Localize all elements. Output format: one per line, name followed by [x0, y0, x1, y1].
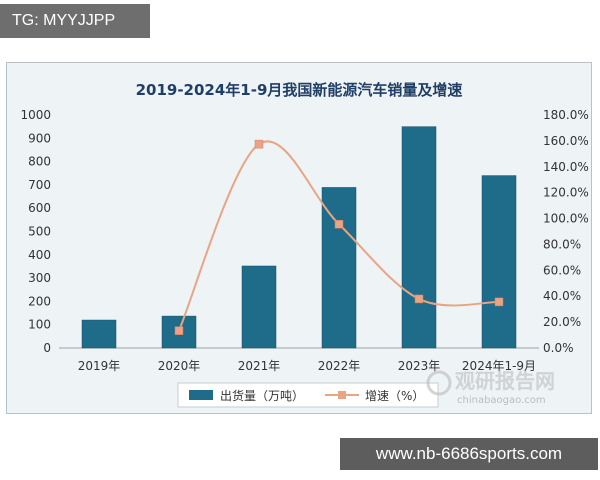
y-left-tick-label: 400: [28, 248, 51, 262]
tag-overlay: TG: MYYJJPP: [0, 4, 150, 38]
watermark-main: 观研报告网: [455, 369, 555, 393]
bar: [81, 319, 117, 349]
y-left-tick-label: 200: [28, 294, 51, 308]
chart-frame: 2019-2024年1-9月我国新能源汽车销量及增速 0 100 200 300 400…: [6, 62, 592, 414]
y-left-tick-label: 600: [28, 201, 51, 215]
growth-point: [494, 297, 504, 307]
y-left-tick-label: 0: [43, 341, 51, 355]
legend-swatch-bars: [189, 390, 213, 400]
legend-label-bars: 出货量（万吨）: [220, 388, 304, 403]
watermark: 观研报告网 chinabaogao.com: [426, 369, 555, 406]
legend-box: [177, 382, 439, 408]
y-left-tick-label: 100: [28, 318, 51, 332]
y-right-tick-label: 180.0%: [543, 108, 589, 122]
growth-point: [174, 326, 184, 335]
y-left-tick-label: 700: [28, 178, 51, 192]
y-right-tick-label: 140.0%: [543, 160, 589, 174]
x-tick-label: 2021年: [238, 359, 281, 373]
line-layer: [174, 139, 504, 335]
watermark-sub: chinabaogao.com: [457, 395, 546, 406]
chart-svg: 2019-2024年1-9月我国新能源汽车销量及增速 0 100 200 300 400…: [20, 81, 589, 408]
y-right-tick-label: 40.0%: [543, 289, 581, 303]
url-overlay: www.nb-6686sports.com: [340, 438, 598, 470]
y-left-tick-label: 900: [28, 131, 51, 145]
y-right-tick-label: 120.0%: [543, 186, 589, 200]
x-tick-label: 2024年1-9月: [462, 359, 536, 373]
y-left-tick-label: 800: [28, 155, 51, 169]
chart-legend: 出货量（万吨） 增速（%）: [177, 382, 439, 408]
axes-layer: 0 100 200 300 400 500 600 700 800 900 1000 0.0% 20.0…: [20, 108, 588, 373]
y-right-tick-label: 80.0%: [543, 237, 581, 251]
watermark-logo-icon: [426, 370, 452, 396]
legend-label-line: 增速（%）: [365, 389, 424, 403]
y-right-tick-label: 60.0%: [543, 263, 581, 277]
growth-point: [254, 139, 264, 149]
growth-line: [178, 140, 500, 332]
x-tick-label: 2020年: [158, 359, 201, 373]
y-left-tick-label: 300: [28, 271, 51, 285]
x-tick-label: 2019年: [78, 359, 121, 373]
chart-title: 2019-2024年1-9月我国新能源汽车销量及增速: [136, 81, 463, 99]
bars-layer: [81, 126, 517, 349]
y-right-tick-label: 20.0%: [543, 315, 581, 329]
y-right-tick-label: 160.0%: [543, 134, 589, 148]
y-left-tick-label: 1000: [20, 108, 51, 122]
y-left-tick-label: 500: [28, 225, 51, 239]
growth-point: [334, 220, 344, 229]
x-tick-label: 2022年: [318, 359, 361, 373]
y-right-tick-label: 100.0%: [543, 212, 589, 226]
bar: [401, 126, 437, 349]
bar: [321, 187, 357, 349]
x-tick-label: 2023年: [398, 359, 441, 373]
bar: [241, 265, 277, 349]
growth-point: [414, 294, 424, 304]
bar: [481, 175, 517, 349]
y-right-tick-label: 0.0%: [543, 341, 574, 355]
legend-swatch-marker: [338, 391, 346, 399]
